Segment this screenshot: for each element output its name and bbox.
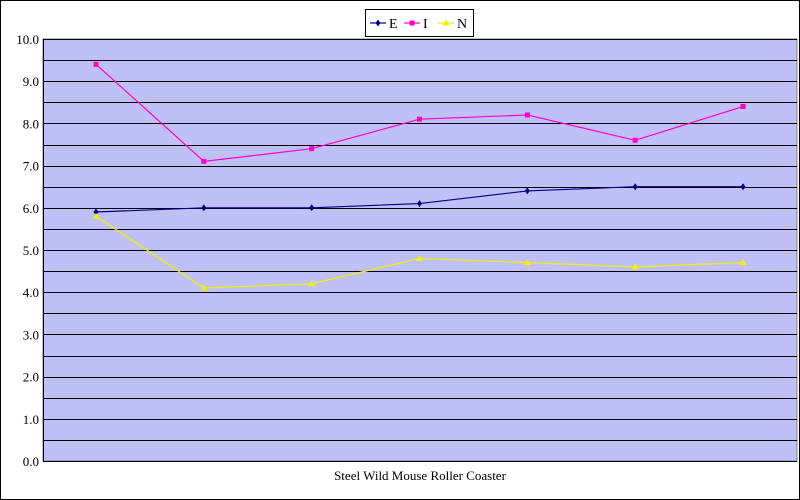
data-point-E [632, 183, 638, 191]
data-point-I [201, 158, 207, 164]
data-point-E [524, 187, 530, 195]
data-point-N [631, 263, 639, 270]
data-point-I [740, 104, 746, 110]
data-point-E [309, 204, 315, 212]
series-I [93, 61, 746, 164]
data-point-N [200, 284, 208, 291]
data-point-N [523, 259, 531, 266]
data-point-E [740, 183, 746, 191]
series-E [93, 183, 746, 216]
legend-marker [375, 19, 381, 27]
data-point-N [739, 259, 747, 266]
y-tick-label: 0.0 [23, 454, 39, 469]
data-point-I [417, 116, 422, 122]
y-tick-label: 7.0 [23, 159, 39, 174]
x-axis-label: Steel Wild Mouse Roller Coaster [334, 468, 506, 483]
y-tick-label: 2.0 [23, 370, 39, 385]
legend-marker [442, 19, 450, 26]
y-tick-label: 8.0 [23, 116, 39, 131]
series-N [92, 212, 747, 291]
y-tick-label: 3.0 [23, 327, 39, 342]
series-lines [92, 61, 747, 291]
legend-marker [409, 20, 415, 26]
legend-item-E: E [370, 17, 398, 32]
data-point-I [309, 146, 315, 152]
legend-item-N: N [438, 17, 467, 32]
y-tick-label: 6.0 [23, 201, 39, 216]
data-point-N [416, 254, 423, 261]
y-axis-tick-labels: 0.0 1.0 2.0 3.0 4.0 5.0 6.0 7.0 8.0 9.0 10.0 [16, 32, 39, 469]
data-point-N [92, 212, 100, 219]
y-tick-label: 1.0 [23, 412, 39, 427]
y-tick-label: 10.0 [16, 32, 39, 47]
data-point-N [308, 280, 316, 287]
data-point-I [93, 61, 99, 67]
data-point-E [417, 200, 422, 208]
data-point-I [632, 137, 638, 143]
y-tick-label: 4.0 [23, 285, 39, 300]
y-tick-label: 5.0 [23, 243, 39, 258]
data-point-E [201, 204, 207, 212]
y-tick-label: 9.0 [23, 74, 39, 89]
legend-label: I [423, 17, 428, 32]
legend-label: N [457, 17, 467, 32]
legend-item-I: I [404, 17, 428, 32]
gridlines [43, 39, 797, 462]
legend-label: E [389, 17, 398, 32]
data-point-I [524, 112, 530, 118]
data-point-E [93, 208, 99, 216]
